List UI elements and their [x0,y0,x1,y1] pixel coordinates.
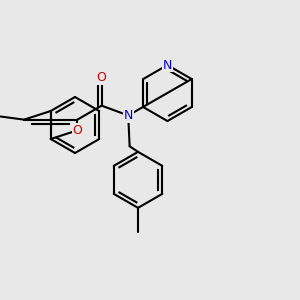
Text: O: O [97,71,106,84]
Text: N: N [163,58,172,72]
Text: O: O [72,124,82,137]
Text: N: N [124,109,133,122]
